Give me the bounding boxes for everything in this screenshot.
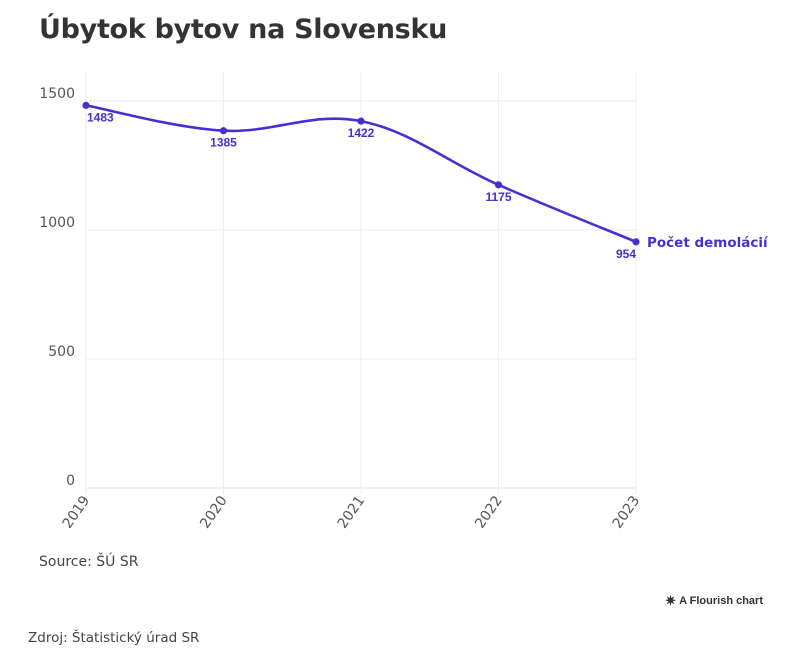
data-label: 1422 [348, 126, 375, 140]
data-point[interactable] [632, 238, 640, 246]
data-label: 1483 [87, 110, 114, 124]
x-tick-label: 2021 [335, 493, 369, 531]
data-label: 954 [616, 247, 636, 261]
line-chart: 0 500 1000 1500 2019 2020 2021 2022 2023 1483 13… [39, 72, 769, 531]
data-labels: 1483 1385 1422 1175 954 Počet demolácií [87, 110, 769, 260]
y-tick-label: 500 [48, 344, 75, 360]
y-tick-label: 0 [66, 473, 75, 489]
x-tick-label: 2022 [472, 493, 506, 531]
x-tick-label: 2023 [610, 493, 644, 531]
x-tick-label: 2019 [60, 493, 94, 531]
flourish-credit[interactable]: ✷ A Flourish chart [665, 594, 763, 607]
data-point[interactable] [219, 127, 228, 135]
flourish-logo-icon: ✷ [665, 593, 677, 608]
data-point[interactable] [357, 117, 365, 125]
gridlines [85, 72, 637, 494]
data-label: 1385 [210, 136, 237, 150]
data-label: 1175 [485, 190, 511, 204]
series-points [82, 101, 640, 246]
x-axis-ticks: 2019 2020 2021 2022 2023 [60, 493, 644, 531]
x-tick-label: 2020 [197, 493, 231, 531]
chart-title: Úbytok bytov na Slovensku [39, 14, 448, 45]
footer-source: Zdroj: Štatistický úrad SR [28, 630, 200, 646]
y-tick-label: 1500 [39, 86, 75, 102]
flourish-credit-label: A Flourish chart [679, 594, 763, 607]
y-axis-ticks: 0 500 1000 1500 [39, 86, 75, 489]
series-label: Počet demolácií [647, 235, 769, 251]
data-point[interactable] [82, 101, 90, 109]
chart-source: Source: ŠÚ SR [39, 554, 139, 570]
data-point[interactable] [494, 181, 503, 189]
y-tick-label: 1000 [39, 215, 75, 231]
